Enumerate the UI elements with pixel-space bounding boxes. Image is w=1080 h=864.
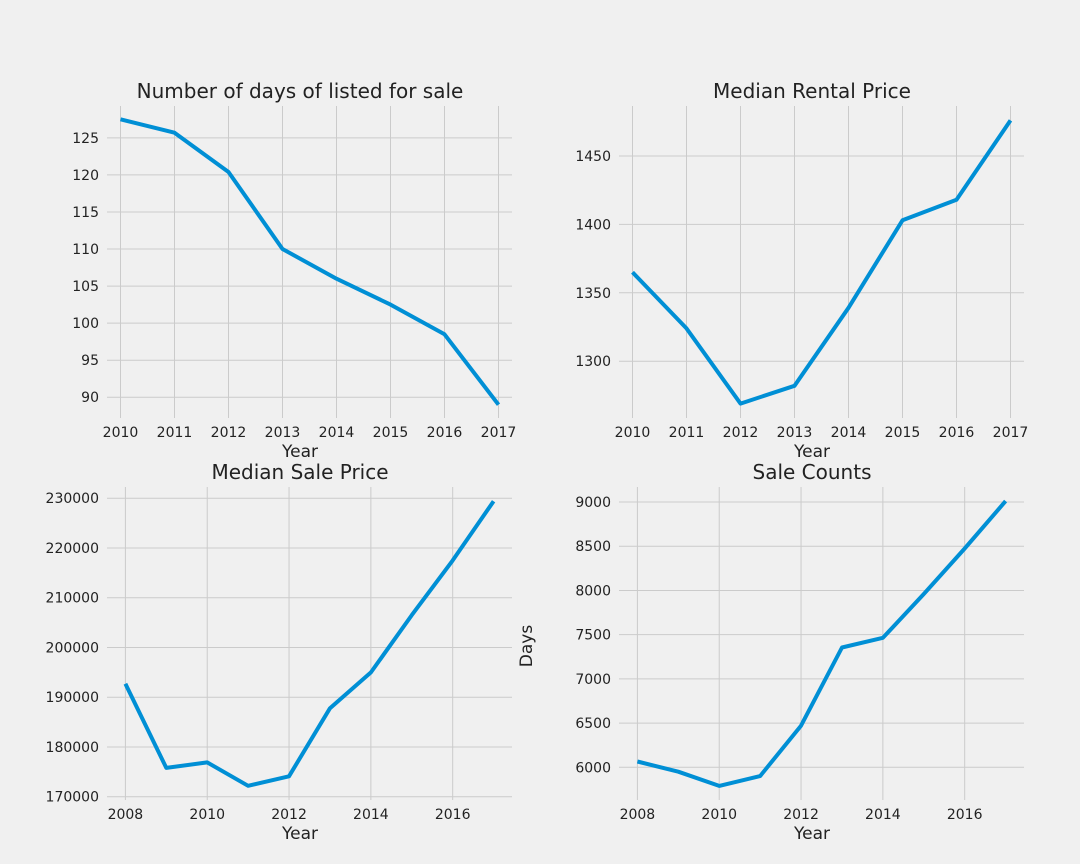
y-tick-label: 7500 <box>575 628 611 644</box>
y-tick-label: 90 <box>81 390 99 406</box>
y-tick-label: 100 <box>72 316 99 332</box>
x-tick-label: 2011 <box>669 425 705 441</box>
series-line-median-rental-price <box>631 119 1013 406</box>
x-tick-label: 2016 <box>947 807 983 823</box>
chart-title: Sale Counts <box>753 460 872 484</box>
x-tick-label: 2014 <box>865 807 901 823</box>
y-tick-label: 8000 <box>575 583 611 599</box>
y-tick-label: 1450 <box>575 149 611 165</box>
y-tick-label: 105 <box>72 279 99 295</box>
y-tick-label: 95 <box>81 353 99 369</box>
y-tick-label: 170000 <box>46 790 99 806</box>
x-tick-label: 2017 <box>993 425 1029 441</box>
y-tick-label: 1300 <box>575 354 611 370</box>
x-tick-label: 2012 <box>723 425 759 441</box>
chart-median-sale-price: 2008 2010 2012 2014 2016 170000 180000 190000 20… <box>46 460 512 844</box>
chart-title: Number of days of listed for sale <box>137 79 464 103</box>
y-axis-label: Days <box>517 625 537 668</box>
y-tick-label: 200000 <box>46 640 99 656</box>
x-axis-label: Year <box>281 824 318 844</box>
y-tick-label: 230000 <box>46 491 99 507</box>
x-tick-label: 2016 <box>939 425 975 441</box>
y-tick-label: 220000 <box>46 541 99 557</box>
x-tick-label: 2010 <box>701 807 737 823</box>
x-axis-label: Year <box>281 442 318 462</box>
chart-title: Median Sale Price <box>211 460 388 484</box>
tick-labels: 2008 2010 2012 2014 2016 170000 180000 190000 20… <box>46 491 471 823</box>
grid <box>619 487 1024 800</box>
series-line-days-listed <box>120 117 501 406</box>
y-tick-label: 125 <box>72 131 99 147</box>
x-tick-label: 2015 <box>373 425 409 441</box>
y-tick-label: 190000 <box>46 690 99 706</box>
chart-median-rental-price: 2010 2011 2012 2013 2014 2015 2016 2017 1300 1350… <box>575 79 1028 462</box>
y-tick-label: 1350 <box>575 286 611 302</box>
series-line-median-sale-price <box>123 500 496 788</box>
series-line-sale-counts <box>636 499 1008 788</box>
x-tick-label: 2012 <box>211 425 247 441</box>
x-tick-label: 2014 <box>319 425 355 441</box>
x-tick-label: 2014 <box>353 807 389 823</box>
y-tick-label: 1400 <box>575 217 611 233</box>
chart-days-listed: 2010 2011 2012 2013 2014 2015 2016 2017 90 95 100 1… <box>72 79 516 462</box>
y-tick-label: 8500 <box>575 539 611 555</box>
y-tick-label: 9000 <box>575 495 611 511</box>
chart-sale-counts: 2008 2010 2012 2014 2016 6000 6500 7000 7500 8000… <box>517 460 1024 844</box>
x-tick-label: 2016 <box>435 807 471 823</box>
grid <box>107 106 512 418</box>
x-tick-label: 2017 <box>481 425 517 441</box>
y-tick-label: 120 <box>72 168 99 184</box>
x-tick-label: 2013 <box>777 425 813 441</box>
y-tick-label: 115 <box>72 205 99 221</box>
x-tick-label: 2016 <box>427 425 463 441</box>
x-tick-label: 2015 <box>885 425 921 441</box>
x-tick-label: 2012 <box>271 807 307 823</box>
y-tick-label: 210000 <box>46 591 99 607</box>
y-tick-label: 180000 <box>46 740 99 756</box>
y-tick-label: 110 <box>72 242 99 258</box>
x-axis-label: Year <box>793 824 830 844</box>
chart-title: Median Rental Price <box>713 79 911 103</box>
x-tick-label: 2010 <box>189 807 225 823</box>
x-tick-label: 2012 <box>783 807 819 823</box>
x-tick-label: 2010 <box>103 425 139 441</box>
grid <box>107 487 512 800</box>
x-tick-label: 2014 <box>831 425 867 441</box>
tick-labels: 2010 2011 2012 2013 2014 2015 2016 2017 1300 1350… <box>575 149 1028 441</box>
y-tick-label: 6500 <box>575 716 611 732</box>
tick-labels: 2010 2011 2012 2013 2014 2015 2016 2017 90 95 100 1… <box>72 131 516 441</box>
x-tick-label: 2008 <box>108 807 144 823</box>
y-tick-label: 6000 <box>575 760 611 776</box>
tick-labels: 2008 2010 2012 2014 2016 6000 6500 7000 7500 8000… <box>575 495 982 823</box>
x-tick-label: 2013 <box>265 425 301 441</box>
x-tick-label: 2010 <box>615 425 651 441</box>
x-tick-label: 2008 <box>620 807 656 823</box>
y-tick-label: 7000 <box>575 672 611 688</box>
grid <box>619 106 1024 418</box>
x-tick-label: 2011 <box>157 425 193 441</box>
x-axis-label: Year <box>793 442 830 462</box>
